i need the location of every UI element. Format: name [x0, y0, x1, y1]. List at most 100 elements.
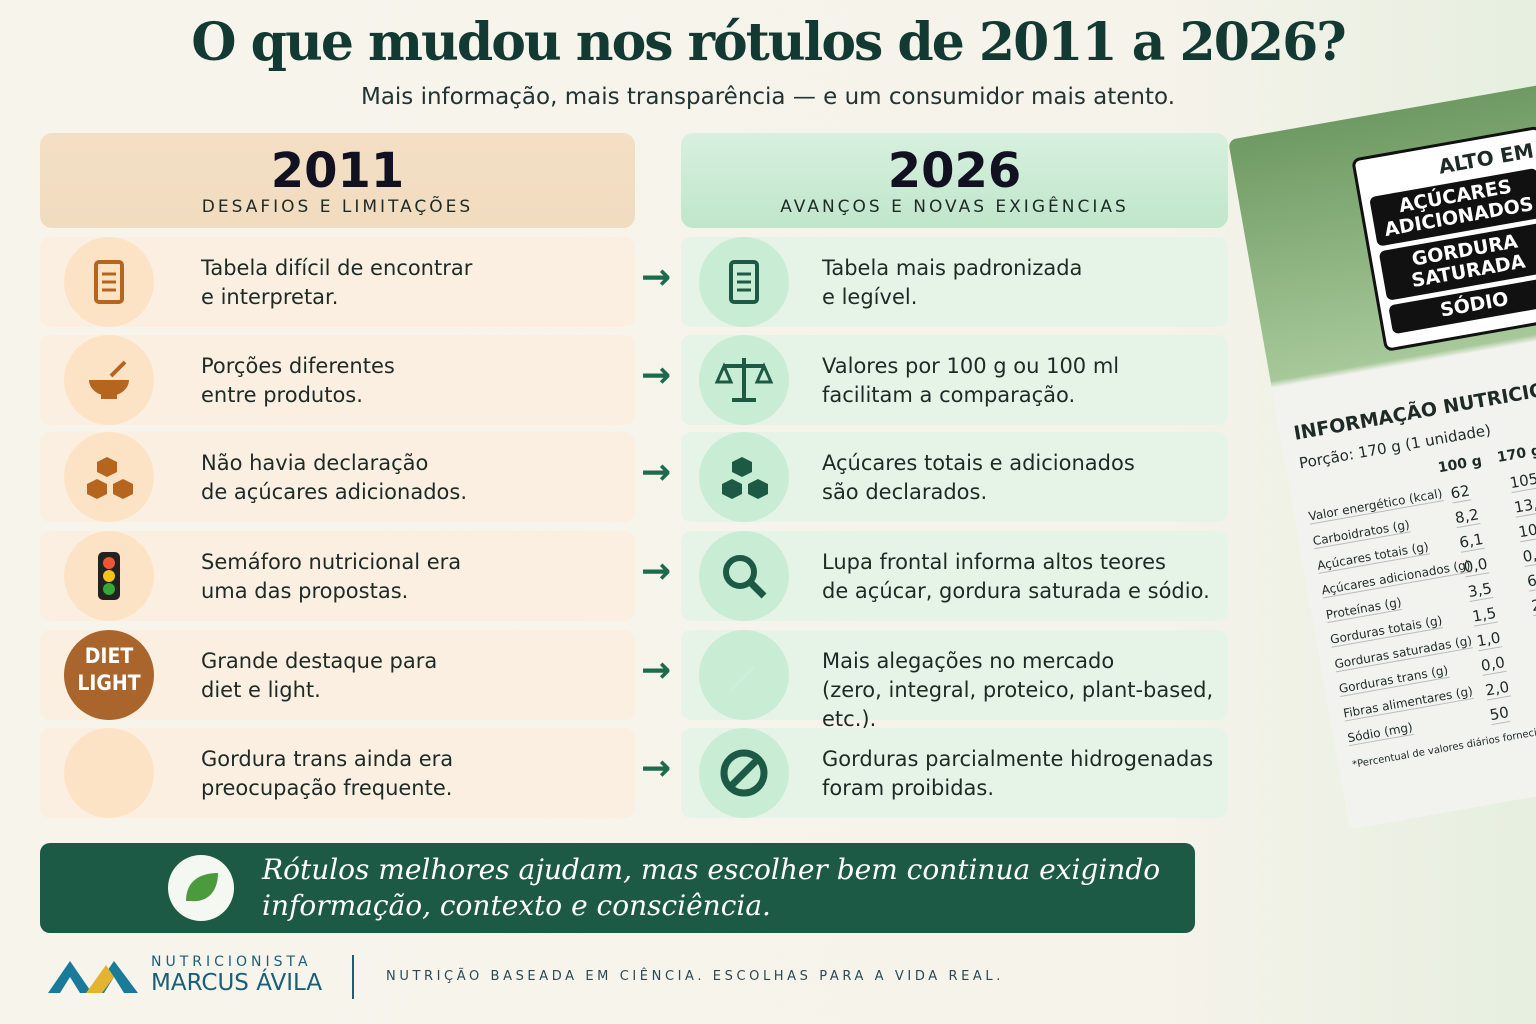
- item-line: Gordura trans ainda era: [201, 747, 454, 771]
- icon-shape: [714, 358, 774, 402]
- table-cell: 105: [1508, 469, 1536, 494]
- icon-shape: [723, 555, 767, 599]
- icon-shape: [728, 665, 756, 693]
- arrow: →: [641, 257, 672, 298]
- icon-circle: [64, 237, 154, 327]
- item-line: Porções diferentes: [201, 354, 395, 378]
- item-line: uma das propostas.: [201, 579, 409, 603]
- brand-overline: NUTRICIONISTA: [151, 954, 312, 970]
- banner-line: Rótulos melhores ajudam, mas escolher be…: [262, 853, 1161, 886]
- icon-shape: [722, 457, 768, 499]
- item-line: (zero, integral, proteico, plant-based, …: [822, 678, 1214, 731]
- icon-shape: [87, 457, 133, 499]
- table-cell: 0,0: [1479, 653, 1507, 676]
- item-line: foram proibidas.: [822, 776, 995, 800]
- item-line: entre produtos.: [201, 383, 363, 407]
- brand-name: MARCUS ÁVILA: [151, 970, 323, 996]
- diet-icon-text: LIGHT: [77, 671, 141, 695]
- item-line: Gorduras parcialmente hidrogenadas: [822, 747, 1214, 771]
- row-card: DIET LIGHT Grande destaque para diet e ligh…: [40, 630, 635, 720]
- item-text: Tabela difícil de encontrar e interpretar…: [201, 254, 472, 312]
- item-line: preocupação frequente.: [201, 776, 453, 800]
- icon-circle: [64, 531, 154, 621]
- arrow: →: [641, 551, 672, 592]
- table-cell: 2,0: [1483, 677, 1511, 701]
- product-package: ALTO EM AÇÚCARES ADICIONADOS GORDURA SATURAD…: [1228, 82, 1536, 830]
- table-cell: Sódio (mg): [1346, 719, 1414, 747]
- icon-circle: [64, 335, 154, 425]
- item-line: de açúcar, gordura saturada e sódio.: [822, 579, 1210, 603]
- icon-shape: [109, 360, 127, 378]
- row-card: Tabela mais padronizada e legível.: [681, 237, 1228, 327]
- item-line: são declarados.: [822, 480, 988, 504]
- icon-shape: [89, 360, 129, 399]
- table-cell: 10,4: [1517, 517, 1536, 543]
- item-text: Mais alegações no mercado (zero, integral…: [822, 647, 1228, 734]
- icon-circle: DIET LIGHT: [64, 630, 154, 720]
- icon-shape: [727, 756, 761, 790]
- table-cell: 1,5: [1470, 603, 1498, 627]
- table-cell: 6,1: [1457, 529, 1485, 553]
- banner-icon: [168, 855, 234, 921]
- item-line: diet e light.: [201, 678, 321, 702]
- item-text: Lupa frontal informa altos teores de açúc…: [822, 548, 1210, 606]
- icon-shape: [724, 358, 764, 402]
- icon-shape: [102, 272, 116, 292]
- item-line: Tabela difícil de encontrar: [201, 256, 473, 280]
- table-cell: 62: [1449, 481, 1472, 504]
- icon-shape: [89, 380, 129, 396]
- icon-shape: [87, 457, 133, 499]
- icon-shape: [729, 260, 759, 304]
- item-line: Valores por 100 g ou 100 ml: [822, 354, 1120, 378]
- table-cell: 50: [1488, 703, 1511, 726]
- row-card: Porções diferentes entre produtos.: [40, 335, 635, 425]
- icon-shape: [720, 749, 768, 797]
- item-line: Açúcares totais e adicionados: [822, 451, 1135, 475]
- item-text: Gordura trans ainda era preocupação frequ…: [201, 745, 453, 803]
- column-header: 2011 DESAFIOS E LIMITAÇÕES: [40, 133, 635, 228]
- row-card: Gordura trans ainda era preocupação frequ…: [40, 728, 635, 818]
- item-line: Mais alegações no mercado: [822, 649, 1115, 673]
- title: O que mudou nos rótulos de 2011 a 2026?: [191, 12, 1347, 73]
- item-line: Tabela mais padronizada: [822, 256, 1083, 280]
- icon-shape: [94, 260, 124, 304]
- arrow: →: [641, 355, 672, 396]
- icon-circle: [699, 630, 789, 720]
- item-line: facilitam a comparação.: [822, 383, 1076, 407]
- subtitle: Mais informação, mais transparência — e …: [360, 84, 1176, 110]
- table-cell: 0,0: [1521, 544, 1536, 567]
- icon-shape: [103, 570, 115, 582]
- item-text: Valores por 100 g ou 100 ml facilitam a c…: [822, 352, 1119, 410]
- icon-shape: [720, 749, 768, 797]
- icon-shape: [723, 555, 757, 589]
- item-line: Grande destaque para: [201, 649, 438, 673]
- icon-circle: [699, 237, 789, 327]
- table-header: 170 g: [1495, 442, 1536, 466]
- row-card: Não havia declaração de açúcares adiciona…: [40, 432, 635, 522]
- column-header: 2026 AVANÇOS E NOVAS EXIGÊNCIAS: [681, 133, 1228, 228]
- arrow: →: [641, 650, 672, 691]
- icon-shape: [101, 394, 117, 399]
- icon-shape: [103, 583, 115, 595]
- icon-shape: [64, 728, 154, 818]
- icon-circle: [64, 728, 154, 818]
- item-line: Semáforo nutricional era: [201, 550, 462, 574]
- item-line: Lupa frontal informa altos teores: [822, 550, 1166, 574]
- logo-accent: [86, 965, 114, 993]
- arrow: →: [641, 748, 672, 789]
- table-cell: Proteínas (g): [1324, 595, 1403, 624]
- item-text: Tabela mais padronizada e legível.: [822, 254, 1082, 312]
- row-card: Lupa frontal informa altos teores de açúc…: [681, 531, 1228, 621]
- table-cell: 8,2: [1453, 505, 1481, 529]
- icon-circle: [699, 728, 789, 818]
- icon-shape: [714, 362, 774, 384]
- row-card: Mais alegações no mercado (zero, integral…: [681, 630, 1228, 731]
- row-card: Gorduras parcialmente hidrogenadas foram …: [681, 728, 1228, 818]
- row-card: Tabela difícil de encontrar e interpretar…: [40, 237, 635, 327]
- table-cell: 0,0: [1462, 554, 1490, 578]
- item-text: Semáforo nutricional era uma das proposta…: [201, 548, 461, 606]
- table-cell: 2,6: [1530, 593, 1536, 617]
- icon-circle: [699, 335, 789, 425]
- icon-shape: [103, 557, 115, 569]
- icon-shape: [737, 272, 751, 292]
